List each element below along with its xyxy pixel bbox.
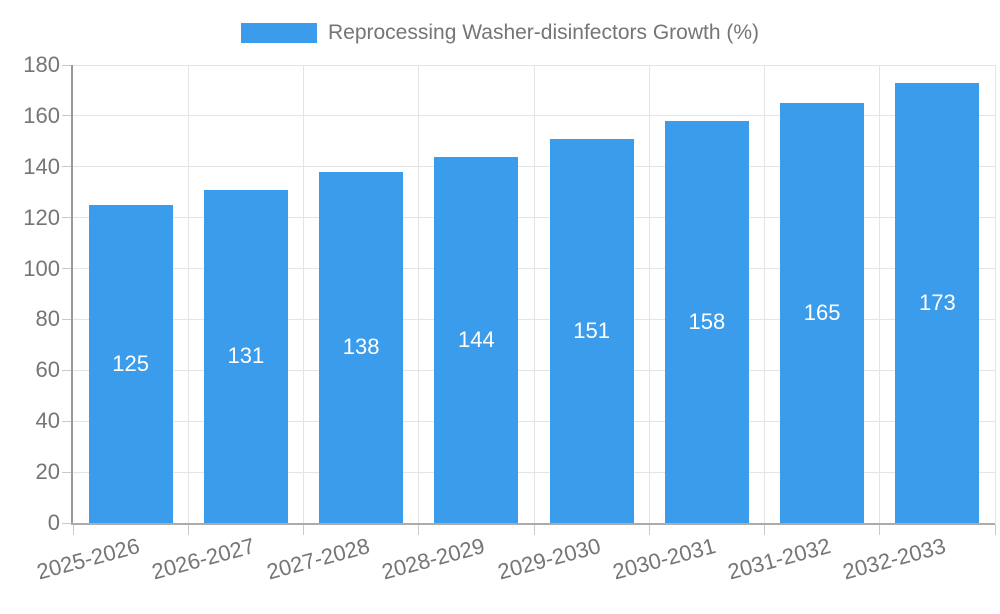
y-tick-label: 180 <box>23 52 60 77</box>
y-axis-line <box>71 65 73 525</box>
bar-chart: 0 20 40 60 80 100 120 140 160 180 125 2025-2026 131 2… <box>23 52 996 584</box>
y-tick <box>62 471 73 473</box>
legend-swatch <box>240 23 317 43</box>
y-tick <box>62 268 73 270</box>
x-tick <box>303 524 304 535</box>
x-tick <box>879 524 881 535</box>
bar <box>434 156 519 523</box>
y-tick-label: 20 <box>35 459 60 485</box>
bar-value-label: 173 <box>919 289 956 315</box>
y-tick <box>62 369 73 371</box>
bar-value-label: 125 <box>112 350 149 376</box>
x-gridline <box>879 65 881 523</box>
y-tick <box>62 420 73 422</box>
bar <box>203 189 288 523</box>
y-tick <box>62 64 73 66</box>
y-tick <box>62 318 73 320</box>
x-tick <box>533 524 535 535</box>
legend-label: Reprocessing Washer-disinfectors Growth … <box>327 21 760 44</box>
y-tick-label: 120 <box>23 204 60 230</box>
y-tick <box>62 522 73 524</box>
y-tick <box>62 166 73 168</box>
y-tick-label: 60 <box>35 357 60 383</box>
bar-value-label: 158 <box>688 308 726 334</box>
bar-value-label: 165 <box>803 300 841 326</box>
bar-value-label: 144 <box>458 326 495 352</box>
bar-value-label: 151 <box>573 317 610 343</box>
x-tick <box>648 524 650 535</box>
y-tick-label: 140 <box>23 153 60 179</box>
bar <box>895 82 980 523</box>
y-tick <box>62 217 73 219</box>
x-gridline <box>648 65 650 523</box>
x-tick <box>187 524 189 535</box>
x-gridline <box>418 65 420 523</box>
y-tick-label: 0 <box>47 510 60 535</box>
x-tick <box>72 524 74 535</box>
x-axis-line <box>71 523 995 525</box>
bar <box>88 204 173 523</box>
bar <box>664 120 749 523</box>
x-gridline <box>764 65 765 523</box>
x-gridline <box>303 65 304 523</box>
y-tick-label: 80 <box>35 306 60 332</box>
y-tick <box>62 115 73 117</box>
x-tick <box>764 524 765 535</box>
bar <box>549 138 634 523</box>
x-gridline <box>994 65 996 523</box>
x-tick <box>994 524 996 535</box>
bar-value-label: 131 <box>227 343 265 369</box>
bar <box>319 171 404 523</box>
bar <box>780 103 865 523</box>
x-gridline <box>187 65 189 523</box>
bar-value-label: 138 <box>342 334 380 360</box>
chart-legend: Reprocessing Washer-disinfectors Growth … <box>0 21 1000 45</box>
y-tick-label: 100 <box>23 255 60 281</box>
x-gridline <box>533 65 535 523</box>
y-tick-label: 160 <box>23 102 60 128</box>
y-tick-label: 40 <box>35 408 60 434</box>
x-tick <box>418 524 420 535</box>
